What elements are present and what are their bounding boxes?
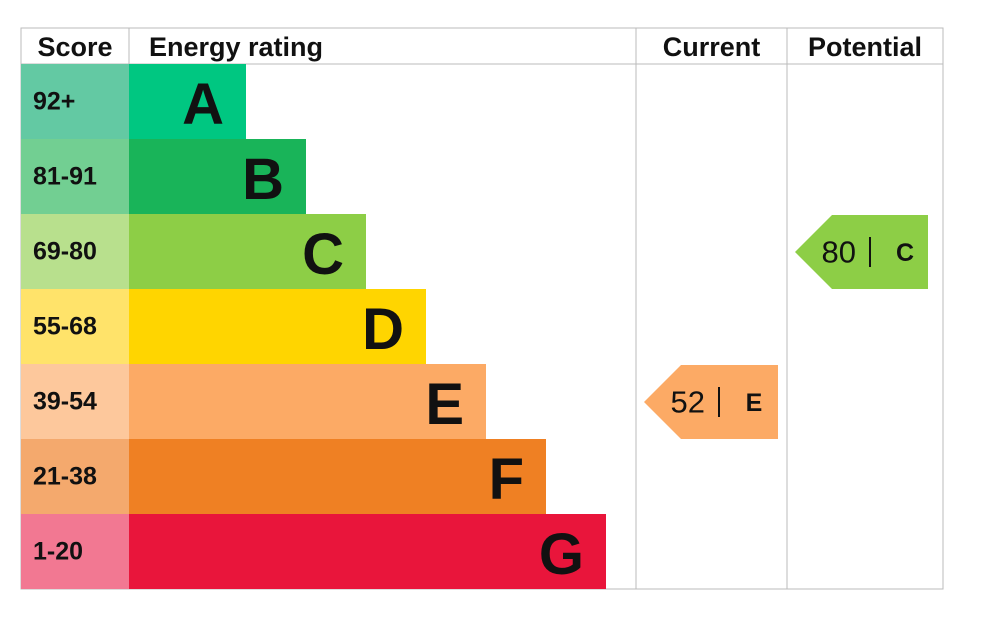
rating-arrow [644,365,778,439]
score-cell [21,439,129,514]
score-cell [21,139,129,214]
score-cell [21,64,129,139]
rating-letter: D [362,297,404,362]
rating-letter-small: E [746,389,763,417]
rating-arrow [795,215,928,289]
rating-bar [129,139,306,214]
rating-letter: A [182,72,224,137]
rating-bar [129,439,546,514]
rating-bar [129,289,426,364]
score-label: 55-68 [33,313,97,341]
rating-letter-small: C [896,239,914,267]
rating-letter: F [489,447,524,512]
rating-letter: B [242,147,284,212]
score-cell [21,289,129,364]
rating-letter: C [302,222,344,287]
rating-letter: E [425,372,464,437]
column-header: Energy rating [149,32,323,62]
column-header: Potential [808,32,922,62]
rating-bar [129,364,486,439]
score-label: 92+ [33,88,75,116]
rating-bar [129,214,366,289]
rating-bar [129,64,246,139]
column-header: Score [37,32,112,62]
score-label: 39-54 [33,388,97,416]
score-label: 21-38 [33,463,97,491]
score-cell [21,364,129,439]
column-header: Current [663,32,761,62]
rating-bar [129,514,606,589]
score-label: 69-80 [33,238,97,266]
rating-letter: G [539,522,584,587]
score-label: 1-20 [33,538,83,566]
score-cell [21,214,129,289]
score-cell [21,514,129,589]
score-label: 81-91 [33,163,97,191]
rating-value: 80 [822,235,856,270]
rating-value: 52 [671,385,705,420]
